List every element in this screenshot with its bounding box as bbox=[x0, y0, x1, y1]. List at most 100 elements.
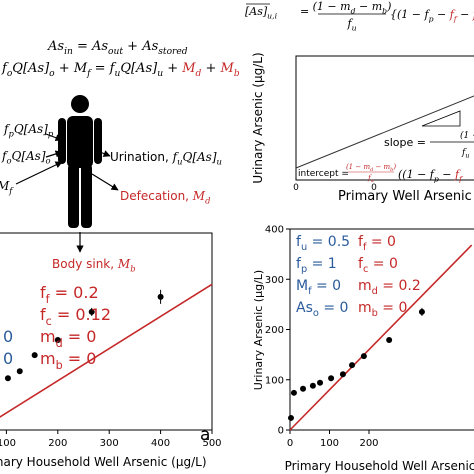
model-rhs: {(1 − fp − ff − fc)[As] bbox=[390, 8, 474, 23]
plot-frame bbox=[0, 232, 213, 431]
text-run: o bbox=[313, 308, 319, 319]
text-run: c bbox=[363, 264, 368, 275]
text-run: d bbox=[205, 196, 211, 206]
text-run: d bbox=[372, 286, 378, 297]
text-run: f bbox=[308, 286, 312, 297]
y-tick-label: 400 bbox=[265, 225, 284, 236]
parameter-label: 0 bbox=[3, 349, 13, 368]
text-run: = 1 bbox=[307, 256, 337, 272]
text-run: d bbox=[56, 337, 63, 350]
text-run: p bbox=[48, 129, 54, 139]
input-label: foQ[As]o bbox=[1, 149, 51, 166]
text-run: − bbox=[439, 168, 455, 181]
model-equals: = bbox=[300, 5, 309, 18]
text-run: (1 − m bbox=[346, 163, 371, 171]
text-run: − bbox=[457, 8, 473, 21]
output-label: Body sink, Mb bbox=[52, 257, 136, 274]
text-run: Q[As] bbox=[120, 61, 158, 76]
parameter-label: fc = 0.12 bbox=[40, 305, 111, 328]
data-point bbox=[16, 368, 23, 375]
text-run: = 0.12 bbox=[52, 305, 111, 324]
data-point bbox=[287, 414, 294, 421]
person-icon bbox=[58, 95, 102, 228]
x-axis-label: Primary Household Well Arsenic bbox=[285, 459, 474, 473]
text-run: [As] bbox=[245, 5, 268, 18]
text-run: b bbox=[372, 308, 378, 319]
text-run: = 0 bbox=[319, 300, 349, 316]
parameter-label: mb = 0 bbox=[358, 300, 407, 319]
text-run: ((1 − f bbox=[398, 168, 436, 181]
text-run: f bbox=[1, 61, 9, 76]
text-run: b bbox=[234, 69, 240, 79]
plot-frame bbox=[295, 55, 474, 181]
intercept-rhs: ((1 − fp − ff bbox=[398, 168, 463, 183]
data-point bbox=[349, 362, 356, 369]
model-line bbox=[0, 283, 213, 418]
text-run: As bbox=[47, 39, 64, 54]
parameter-label: fu = 0.5 bbox=[296, 234, 350, 253]
text-run: As bbox=[296, 300, 313, 316]
parameter-label: Mf = 0 bbox=[296, 278, 341, 297]
text-run: M bbox=[0, 179, 10, 193]
data-point bbox=[157, 293, 164, 300]
flux-balance: foQ[As]o + Mf = fuQ[As]u + Md + Mb bbox=[1, 61, 240, 79]
text-run: u bbox=[465, 153, 469, 160]
text-run: f bbox=[296, 234, 302, 250]
text-run: 0 bbox=[3, 327, 13, 346]
slope-denominator: fu bbox=[461, 148, 469, 160]
x-tick-label: 400 bbox=[151, 438, 170, 449]
output-label: Defecation, Md bbox=[120, 189, 211, 206]
text-run: o bbox=[6, 156, 11, 166]
text-run: M bbox=[220, 61, 235, 76]
data-point bbox=[339, 371, 346, 378]
text-run: = 0 bbox=[366, 234, 396, 250]
text-run: c bbox=[46, 315, 52, 328]
data-point bbox=[300, 385, 307, 392]
text-run: ) bbox=[392, 163, 396, 171]
text-run: d bbox=[351, 6, 356, 15]
text-run: f bbox=[358, 234, 364, 250]
text-run: u bbox=[217, 157, 222, 167]
text-run: b bbox=[390, 167, 393, 173]
parameter-label: mb = 0 bbox=[40, 349, 96, 372]
text-run: m bbox=[40, 327, 56, 346]
y-axis-label: Urinary Arsenic (μg/L) bbox=[251, 52, 265, 183]
x-axis-label: rimary Household Well Arsenic (μg/L) bbox=[0, 455, 206, 469]
intercept-numerator: (1 − md − mb) bbox=[346, 163, 396, 173]
text-run: f bbox=[461, 148, 467, 158]
text-run: u bbox=[114, 69, 120, 79]
x-tick-label: 0 bbox=[371, 183, 377, 193]
intercept-label: intercept = bbox=[298, 169, 349, 179]
text-run: f bbox=[1, 149, 9, 163]
text-run: − m bbox=[373, 163, 390, 171]
text-run: u bbox=[352, 23, 357, 32]
text-run: f bbox=[363, 242, 367, 253]
text-run: out bbox=[108, 47, 123, 57]
data-point bbox=[88, 308, 95, 315]
text-run: = 0 bbox=[368, 256, 398, 272]
model-lhs: [As]u,i bbox=[245, 5, 278, 20]
data-point bbox=[360, 353, 367, 360]
text-run: u,i bbox=[267, 11, 277, 20]
text-run: (1 − bbox=[460, 130, 474, 141]
text-run: M bbox=[117, 257, 131, 271]
text-run: Q[As] bbox=[12, 149, 46, 163]
text-run: u bbox=[157, 69, 163, 79]
text-run: + bbox=[163, 61, 182, 76]
x-tick-label: 0 bbox=[287, 438, 293, 449]
text-run: = As bbox=[73, 39, 109, 54]
text-run: u bbox=[301, 242, 307, 253]
text-run: f bbox=[454, 168, 461, 181]
input-label: Mf bbox=[0, 179, 14, 196]
text-run: Urination, bbox=[110, 150, 173, 164]
flow-arrows bbox=[15, 133, 119, 253]
parameter-label: md = 0.2 bbox=[358, 278, 421, 297]
parameter-label: ff = 0.2 bbox=[40, 283, 99, 306]
text-run: f bbox=[449, 8, 456, 21]
intercept-denominator: fu bbox=[367, 174, 374, 184]
parameter-label: ff = 0 bbox=[358, 234, 396, 253]
text-run: Q[As] bbox=[182, 150, 216, 164]
text-run: M bbox=[181, 61, 196, 76]
text-run: = f bbox=[91, 61, 117, 76]
